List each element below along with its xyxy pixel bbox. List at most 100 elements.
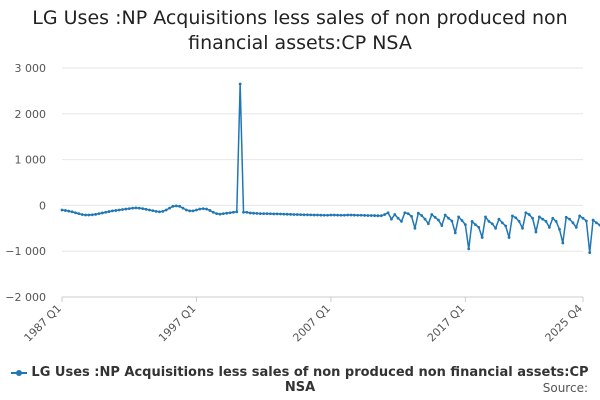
data-point[interactable] <box>588 251 592 254</box>
data-point[interactable] <box>447 216 450 220</box>
data-point[interactable] <box>359 213 363 217</box>
data-point[interactable] <box>500 221 504 225</box>
data-point[interactable] <box>67 209 71 213</box>
data-point[interactable] <box>127 207 131 211</box>
data-point[interactable] <box>349 213 353 217</box>
data-point[interactable] <box>181 206 185 210</box>
data-point[interactable] <box>339 213 343 217</box>
data-point[interactable] <box>295 213 299 216</box>
data-point[interactable] <box>215 212 219 216</box>
data-point[interactable] <box>517 220 521 223</box>
data-point[interactable] <box>383 213 387 216</box>
data-point[interactable] <box>591 218 595 222</box>
data-point[interactable] <box>453 231 457 235</box>
data-point[interactable] <box>554 220 558 223</box>
data-point[interactable] <box>467 247 471 251</box>
data-point[interactable] <box>164 208 168 212</box>
data-point[interactable] <box>147 208 151 212</box>
data-point[interactable] <box>94 212 98 216</box>
data-point[interactable] <box>191 209 195 213</box>
data-point[interactable] <box>534 230 538 234</box>
legend[interactable]: LG Uses :NP Acquisitions less sales of n… <box>0 365 600 395</box>
data-point[interactable] <box>275 212 279 216</box>
data-point[interactable] <box>262 212 266 216</box>
data-point[interactable] <box>437 218 440 222</box>
data-point[interactable] <box>238 82 242 86</box>
data-point[interactable] <box>332 213 336 217</box>
data-point[interactable] <box>248 211 252 215</box>
data-point[interactable] <box>70 210 74 214</box>
data-point[interactable] <box>309 213 313 217</box>
data-point[interactable] <box>168 206 171 210</box>
data-point[interactable] <box>584 219 588 223</box>
data-point[interactable] <box>578 214 582 218</box>
data-point[interactable] <box>379 214 383 218</box>
data-point[interactable] <box>396 216 400 220</box>
data-point[interactable] <box>87 213 91 217</box>
data-point[interactable] <box>235 210 239 214</box>
data-point[interactable] <box>595 221 598 225</box>
data-point[interactable] <box>205 207 208 211</box>
data-point[interactable] <box>134 206 138 210</box>
data-point[interactable] <box>151 209 155 213</box>
series-line[interactable] <box>61 83 600 254</box>
data-point[interactable] <box>463 223 467 227</box>
data-point[interactable] <box>416 211 420 215</box>
data-point[interactable] <box>386 211 390 215</box>
data-point[interactable] <box>319 213 323 217</box>
data-point[interactable] <box>547 225 551 229</box>
data-point[interactable] <box>369 214 373 217</box>
data-point[interactable] <box>507 236 511 239</box>
data-point[interactable] <box>487 220 491 223</box>
data-point[interactable] <box>571 221 575 225</box>
data-point[interactable] <box>107 210 111 213</box>
data-point[interactable] <box>141 207 145 211</box>
data-point[interactable] <box>403 211 407 215</box>
data-point[interactable] <box>90 213 94 217</box>
data-point[interactable] <box>406 212 410 216</box>
data-point[interactable] <box>269 212 272 216</box>
data-point[interactable] <box>373 214 376 217</box>
data-point[interactable] <box>97 212 101 216</box>
data-point[interactable] <box>440 224 444 227</box>
data-point[interactable] <box>289 212 292 216</box>
data-point[interactable] <box>272 212 276 216</box>
data-point[interactable] <box>188 209 192 213</box>
data-point[interactable] <box>100 211 104 215</box>
data-point[interactable] <box>537 215 541 219</box>
data-point[interactable] <box>198 207 202 211</box>
data-point[interactable] <box>558 227 561 231</box>
data-point[interactable] <box>430 213 434 216</box>
data-point[interactable] <box>484 215 487 219</box>
data-point[interactable] <box>258 212 262 216</box>
data-point[interactable] <box>450 219 454 223</box>
data-point[interactable] <box>124 207 128 211</box>
data-point[interactable] <box>131 206 134 210</box>
data-point[interactable] <box>561 241 565 245</box>
data-point[interactable] <box>137 206 141 210</box>
data-point[interactable] <box>342 213 346 217</box>
data-point[interactable] <box>581 216 585 220</box>
data-point[interactable] <box>80 213 84 216</box>
data-point[interactable] <box>242 210 245 214</box>
data-point[interactable] <box>316 213 319 217</box>
data-point[interactable] <box>356 213 360 217</box>
data-point[interactable] <box>178 204 182 208</box>
data-point[interactable] <box>225 211 229 215</box>
data-point[interactable] <box>208 209 212 212</box>
data-point[interactable] <box>420 214 424 217</box>
data-point[interactable] <box>433 215 437 219</box>
data-point[interactable] <box>211 210 215 214</box>
data-point[interactable] <box>524 211 528 215</box>
data-point[interactable] <box>121 208 124 211</box>
data-point[interactable] <box>511 214 514 218</box>
data-point[interactable] <box>423 217 427 221</box>
data-point[interactable] <box>84 213 87 217</box>
data-point[interactable] <box>390 217 393 221</box>
data-point[interactable] <box>363 213 366 217</box>
data-point[interactable] <box>117 208 121 212</box>
data-point[interactable] <box>490 222 494 226</box>
data-point[interactable] <box>292 213 296 216</box>
data-point[interactable] <box>255 212 259 215</box>
data-point[interactable] <box>265 212 269 216</box>
